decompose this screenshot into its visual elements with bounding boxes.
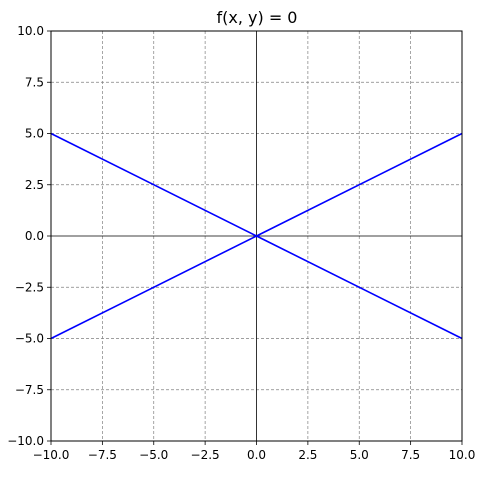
y-tick-label: 5.0 bbox=[25, 127, 44, 141]
y-tick-label: 2.5 bbox=[25, 178, 44, 192]
x-tick-label: 2.5 bbox=[298, 448, 317, 462]
x-tick-label: −2.5 bbox=[191, 448, 220, 462]
y-tick-label: −10.0 bbox=[7, 434, 44, 448]
series-line-2 bbox=[50, 132, 463, 340]
y-tick-label: 7.5 bbox=[25, 75, 44, 89]
y-tick-label: −5.0 bbox=[15, 332, 44, 346]
y-tick-label: −2.5 bbox=[15, 280, 44, 294]
y-tick-label: −7.5 bbox=[15, 383, 44, 397]
x-tick-label: 7.5 bbox=[401, 448, 420, 462]
y-tick-label: 0.0 bbox=[25, 229, 44, 243]
chart-title: f(x, y) = 0 bbox=[217, 8, 298, 27]
ticks: −10.0 −7.5 −5.0 −2.5 0.0 2.5 5.0 7.5 10.0 −10.0 −7… bbox=[7, 24, 475, 462]
x-tick-label: −5.0 bbox=[139, 448, 168, 462]
x-tick-label: 0.0 bbox=[247, 448, 266, 462]
x-tick-label: −10.0 bbox=[33, 448, 70, 462]
x-tick-label: 10.0 bbox=[449, 448, 476, 462]
series-layer bbox=[50, 132, 463, 340]
x-tick-label: 5.0 bbox=[350, 448, 369, 462]
x-tick-label: −7.5 bbox=[88, 448, 117, 462]
y-tick-label: 10.0 bbox=[17, 24, 44, 38]
